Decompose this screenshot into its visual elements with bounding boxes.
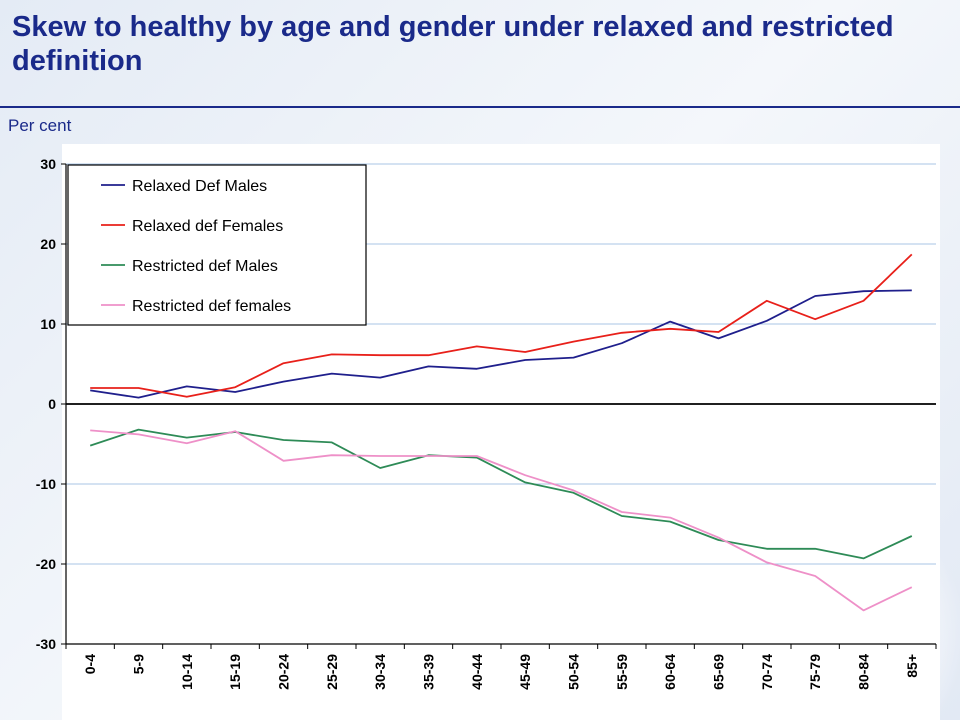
title-divider xyxy=(0,106,960,108)
y-tick-label: 10 xyxy=(40,316,56,332)
x-tick-label: 85+ xyxy=(904,654,920,678)
series-line-1 xyxy=(90,289,912,399)
x-tick-label: 30-34 xyxy=(372,654,388,690)
y-tick-label: 0 xyxy=(48,396,56,412)
legend-box xyxy=(67,164,367,326)
y-tick-label: -20 xyxy=(36,556,56,572)
x-tick-label: 60-64 xyxy=(662,654,678,690)
x-tick-label: 65-69 xyxy=(711,654,727,690)
y-tick-label: -30 xyxy=(36,636,56,652)
y-axis-unit-label: Per cent xyxy=(8,116,72,135)
x-tick-label: 15-19 xyxy=(227,654,243,690)
legend-entry-label: Restricted def Males xyxy=(132,258,278,275)
x-tick-label: 55-59 xyxy=(614,654,630,690)
x-tick-label: 70-74 xyxy=(759,654,775,690)
chart-title: Skew to healthy by age and gender under … xyxy=(12,11,894,77)
x-tick-label: 10-14 xyxy=(179,654,195,690)
line-chart: 30 20 10 0 -10 -20 -30 0-4 5-9 10-14 15-19 20-24 25… xyxy=(36,144,940,720)
x-tick-label: 0-4 xyxy=(82,654,98,674)
legend: Relaxed Def Males Relaxed def Females Rest… xyxy=(67,164,367,326)
y-tick-label: 30 xyxy=(40,156,56,172)
legend-entry-label: Relaxed def Females xyxy=(132,218,283,235)
x-tick-labels: 0-4 5-9 10-14 15-19 20-24 25-29 30-34 35-39 40-4… xyxy=(82,654,920,690)
y-tick-label: -10 xyxy=(36,476,56,492)
x-tick-label: 5-9 xyxy=(131,654,147,674)
x-tick-label: 50-54 xyxy=(566,654,582,690)
x-tick-label: 45-49 xyxy=(517,654,533,690)
legend-entry-label: Restricted def females xyxy=(132,298,291,315)
x-tick-label: 80-84 xyxy=(856,654,872,690)
series-line-4 xyxy=(90,429,913,612)
x-tick-label: 35-39 xyxy=(421,654,437,690)
x-tick-label: 40-44 xyxy=(469,654,485,690)
x-tick-label: 75-79 xyxy=(807,654,823,690)
series-line-2 xyxy=(90,253,913,398)
x-tick-label: 25-29 xyxy=(324,654,340,690)
y-tick-labels: 30 20 10 0 -10 -20 -30 xyxy=(36,156,56,652)
y-tick-label: 20 xyxy=(40,236,56,252)
legend-entry-label: Relaxed Def Males xyxy=(132,178,267,195)
x-tick-label: 20-24 xyxy=(276,654,292,690)
series-lines xyxy=(89,253,913,612)
axes xyxy=(61,163,937,649)
